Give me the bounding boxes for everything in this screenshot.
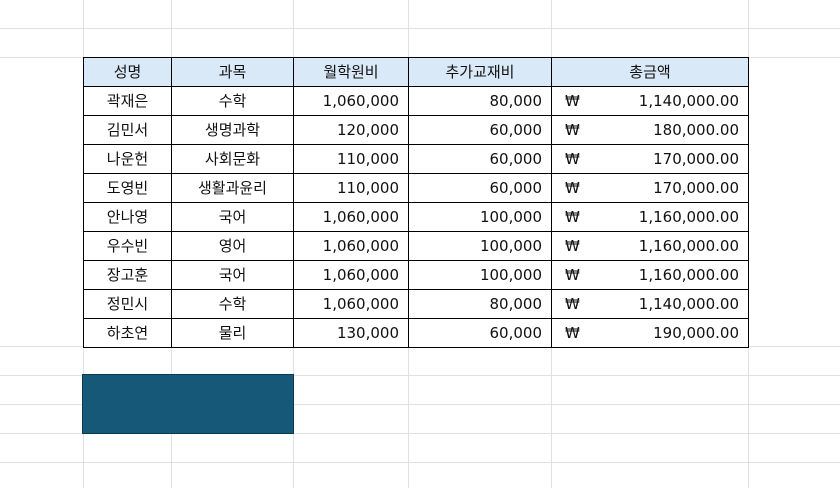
- cell-name[interactable]: 하초연: [83, 318, 172, 348]
- table-row: 안나영 국어 1,060,000 100,000 ₩1,160,000.00: [83, 202, 749, 232]
- cell-tuition[interactable]: 1,060,000: [293, 86, 409, 116]
- header-cell-name[interactable]: 성명: [83, 57, 172, 87]
- currency-symbol: ₩: [565, 266, 580, 284]
- cell-subject[interactable]: 사회문화: [171, 144, 294, 174]
- total-amount: 190,000.00: [653, 324, 739, 342]
- header-cell-materials[interactable]: 추가교재비: [408, 57, 552, 87]
- currency-symbol: ₩: [565, 150, 580, 168]
- cell-total[interactable]: ₩170,000.00: [551, 173, 749, 203]
- cell-subject[interactable]: 국어: [171, 260, 294, 290]
- cell-tuition[interactable]: 110,000: [293, 173, 409, 203]
- cell-tuition[interactable]: 130,000: [293, 318, 409, 348]
- cell-subject[interactable]: 수학: [171, 86, 294, 116]
- shape-rectangle[interactable]: [82, 374, 294, 434]
- currency-symbol: ₩: [565, 324, 580, 342]
- table-row: 나운헌 사회문화 110,000 60,000 ₩170,000.00: [83, 144, 749, 174]
- cell-tuition[interactable]: 120,000: [293, 115, 409, 145]
- cell-tuition[interactable]: 1,060,000: [293, 289, 409, 319]
- cell-total[interactable]: ₩190,000.00: [551, 318, 749, 348]
- total-amount: 1,160,000.00: [638, 237, 739, 255]
- currency-symbol: ₩: [565, 295, 580, 313]
- cell-total[interactable]: ₩1,160,000.00: [551, 202, 749, 232]
- table-row: 김민서 생명과학 120,000 60,000 ₩180,000.00: [83, 115, 749, 145]
- currency-symbol: ₩: [565, 92, 580, 110]
- cell-total[interactable]: ₩170,000.00: [551, 144, 749, 174]
- header-cell-tuition[interactable]: 월학원비: [293, 57, 409, 87]
- cell-subject[interactable]: 국어: [171, 202, 294, 232]
- cell-name[interactable]: 나운헌: [83, 144, 172, 174]
- cell-materials[interactable]: 60,000: [408, 173, 552, 203]
- cell-materials[interactable]: 100,000: [408, 231, 552, 261]
- data-table: 성명 과목 월학원비 추가교재비 총금액 곽재은 수학 1,060,000 80,00…: [83, 57, 749, 348]
- total-amount: 170,000.00: [653, 179, 739, 197]
- cell-materials[interactable]: 60,000: [408, 115, 552, 145]
- currency-symbol: ₩: [565, 179, 580, 197]
- cell-total[interactable]: ₩1,160,000.00: [551, 260, 749, 290]
- cell-total[interactable]: ₩1,140,000.00: [551, 289, 749, 319]
- header-cell-subject[interactable]: 과목: [171, 57, 294, 87]
- currency-symbol: ₩: [565, 237, 580, 255]
- table-row: 우수빈 영어 1,060,000 100,000 ₩1,160,000.00: [83, 231, 749, 261]
- cell-materials[interactable]: 80,000: [408, 86, 552, 116]
- header-cell-total[interactable]: 총금액: [551, 57, 749, 87]
- cell-materials[interactable]: 100,000: [408, 202, 552, 232]
- cell-name[interactable]: 도영빈: [83, 173, 172, 203]
- table-row: 정민시 수학 1,060,000 80,000 ₩1,140,000.00: [83, 289, 749, 319]
- total-amount: 1,160,000.00: [638, 208, 739, 226]
- cell-subject[interactable]: 수학: [171, 289, 294, 319]
- table-row: 하초연 물리 130,000 60,000 ₩190,000.00: [83, 318, 749, 348]
- cell-subject[interactable]: 영어: [171, 231, 294, 261]
- cell-name[interactable]: 장고훈: [83, 260, 172, 290]
- cell-materials[interactable]: 60,000: [408, 144, 552, 174]
- cell-tuition[interactable]: 110,000: [293, 144, 409, 174]
- cell-materials[interactable]: 80,000: [408, 289, 552, 319]
- cell-name[interactable]: 우수빈: [83, 231, 172, 261]
- cell-tuition[interactable]: 1,060,000: [293, 260, 409, 290]
- cell-materials[interactable]: 100,000: [408, 260, 552, 290]
- cell-total[interactable]: ₩180,000.00: [551, 115, 749, 145]
- table-row: 곽재은 수학 1,060,000 80,000 ₩1,140,000.00: [83, 86, 749, 116]
- cell-name[interactable]: 김민서: [83, 115, 172, 145]
- cell-tuition[interactable]: 1,060,000: [293, 231, 409, 261]
- table-row: 도영빈 생활과윤리 110,000 60,000 ₩170,000.00: [83, 173, 749, 203]
- cell-total[interactable]: ₩1,140,000.00: [551, 86, 749, 116]
- cell-subject[interactable]: 생명과학: [171, 115, 294, 145]
- table-row: 장고훈 국어 1,060,000 100,000 ₩1,160,000.00: [83, 260, 749, 290]
- cell-name[interactable]: 안나영: [83, 202, 172, 232]
- currency-symbol: ₩: [565, 121, 580, 139]
- total-amount: 1,140,000.00: [638, 92, 739, 110]
- cell-name[interactable]: 곽재은: [83, 86, 172, 116]
- cell-materials[interactable]: 60,000: [408, 318, 552, 348]
- header-row: 성명 과목 월학원비 추가교재비 총금액: [83, 57, 749, 87]
- total-amount: 180,000.00: [653, 121, 739, 139]
- cell-subject[interactable]: 물리: [171, 318, 294, 348]
- cell-total[interactable]: ₩1,160,000.00: [551, 231, 749, 261]
- total-amount: 1,140,000.00: [638, 295, 739, 313]
- cell-name[interactable]: 정민시: [83, 289, 172, 319]
- total-amount: 1,160,000.00: [638, 266, 739, 284]
- total-amount: 170,000.00: [653, 150, 739, 168]
- cell-subject[interactable]: 생활과윤리: [171, 173, 294, 203]
- cell-tuition[interactable]: 1,060,000: [293, 202, 409, 232]
- currency-symbol: ₩: [565, 208, 580, 226]
